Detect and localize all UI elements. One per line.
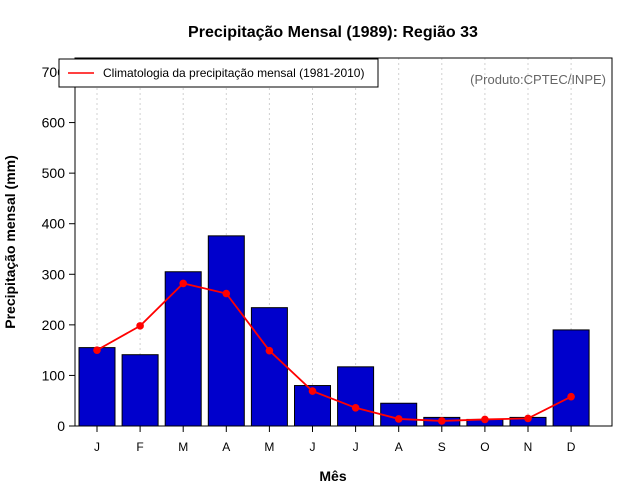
y-tick-label: 500 — [42, 165, 66, 181]
x-tick-label: O — [480, 440, 489, 454]
y-tick-label: 200 — [42, 317, 66, 333]
climatology-point — [524, 414, 532, 423]
x-tick-label: M — [264, 440, 274, 454]
climatology-point — [481, 415, 489, 424]
bar-D-12 — [552, 329, 590, 427]
climatology-point — [136, 322, 144, 330]
climatology-line — [93, 279, 575, 425]
source-annotation: (Produto:CPTEC/INPE) — [470, 72, 606, 87]
x-tick-label: J — [353, 440, 359, 454]
bar-M-5 — [250, 307, 288, 427]
bar-M-3 — [164, 271, 202, 427]
climatology-point — [222, 289, 231, 298]
x-tick-label: D — [567, 440, 576, 454]
x-tick-label: A — [395, 440, 403, 454]
x-tick-label: S — [438, 440, 446, 454]
bars — [78, 235, 590, 427]
x-tick-label: J — [310, 440, 316, 454]
climatology-point — [93, 346, 101, 354]
x-tick-label: N — [524, 440, 533, 454]
x-axis-label: Mês — [319, 468, 346, 484]
plot-frame — [74, 57, 613, 427]
y-tick-label: 600 — [42, 115, 66, 131]
climatology-point — [438, 417, 446, 425]
bar-A-4 — [207, 235, 245, 427]
y-axis-label: Precipitação mensal (mm) — [2, 155, 18, 329]
climatology-point — [179, 279, 187, 288]
y-tick-label: 400 — [42, 216, 66, 232]
legend-label: Climatologia da precipitação mensal (198… — [103, 66, 364, 80]
climatology-point — [567, 392, 575, 401]
y-tick-label: 300 — [42, 266, 66, 282]
climatology-point — [394, 415, 403, 423]
x-tick-label: A — [222, 440, 230, 454]
legend-box — [58, 58, 379, 88]
climatology-point — [265, 346, 274, 355]
y-tick-label: 100 — [42, 367, 66, 383]
x-tick-label: F — [136, 440, 143, 454]
x-tick-label: J — [94, 440, 100, 454]
climatology-point — [308, 387, 317, 395]
bar-J-1 — [78, 347, 116, 427]
bar-F-2 — [121, 354, 159, 427]
y-tick-label: 0 — [57, 418, 65, 434]
bar-J-7 — [337, 366, 375, 427]
climatology-point — [351, 403, 360, 412]
chart-title: Precipitação Mensal (1989): Região 33 — [188, 24, 478, 41]
legend: Climatologia da precipitação mensal (198… — [58, 58, 379, 88]
climatology-polyline — [96, 282, 572, 422]
x-tick-label: M — [178, 440, 188, 454]
